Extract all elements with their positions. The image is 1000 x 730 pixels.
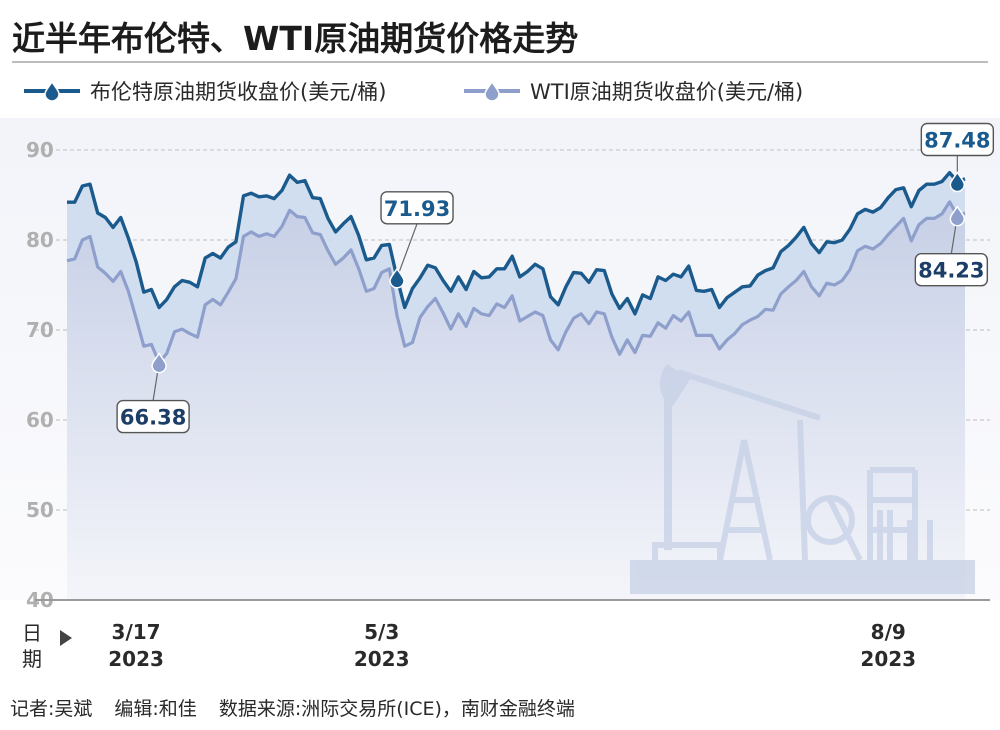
footer-reporter: 记者:吴斌 [10,698,93,720]
legend-label-wti: WTI原油期货收盘价(美元/桶) [530,80,804,104]
y-tick-label-70: 70 [26,318,54,342]
legend-item-brent: 布伦特原油期货收盘价(美元/桶) [22,76,386,106]
y-tick-label-80: 80 [26,228,54,252]
annotation-box-1-0 [116,399,190,434]
title-divider [12,61,988,63]
annotation-marker-0-1 [949,171,966,193]
annotation-box-0-1 [920,122,995,157]
x-axis-arrow-icon [60,630,72,646]
legend-label-brent: 布伦特原油期货收盘价(美元/桶) [90,80,387,104]
x-tick-date-0: 3/17 [112,620,161,644]
y-tick-label-90: 90 [26,138,54,162]
x-tick-year-1: 2023 [354,647,410,671]
annotation-label-0-1: 87.48 [924,129,990,153]
footer: 记者:吴斌 编辑:和佳 数据来源:洲际交易所(ICE)，南财金融终端 [10,694,597,721]
annotation-label-1-1: 84.23 [918,259,984,283]
x-tick-date-2: 8/9 [871,620,906,644]
x-tick-year-2: 2023 [860,647,916,671]
annotation-marker-0-0 [389,267,405,289]
footer-source: 数据来源:洲际交易所(ICE)，南财金融终端 [218,698,575,720]
annotation-marker-1-1 [949,205,966,227]
annotation-marker-1-0 [151,352,167,374]
series-lines [66,170,966,365]
y-tick-label-60: 60 [26,408,54,432]
x-tick-year-0: 2023 [108,647,164,671]
x-axis-label-line1: 日 [22,621,42,645]
oil-pump-watermark-icon [630,363,975,594]
series-line-wti [66,200,966,365]
annotation-box-1-1 [914,252,989,287]
chart-title: 近半年布伦特、WTI原油期货价格走势 [12,19,579,58]
series-line-brent [67,170,966,316]
x-axis-label-line2: 期 [22,647,42,671]
annotation-leader-0-0 [396,223,418,279]
x-axis-labels: 3/17 2023 5/3 2023 8/9 2023 [108,620,916,671]
x-tick-date-1: 5/3 [364,620,399,644]
data-annotations: 71.93 87.48 66.38 84.23 [116,122,995,434]
legend-item-wti: WTI原油期货收盘价(美元/桶) [462,76,803,106]
footer-editor: 编辑:和佳 [114,698,197,720]
annotation-box-0-0 [380,191,454,225]
annotation-label-0-0: 71.93 [384,197,450,221]
y-tick-label-50: 50 [26,498,54,522]
legend-swatch-brent [24,80,80,102]
legend-swatch-wti [464,80,520,102]
annotation-label-1-0: 66.38 [120,406,186,430]
